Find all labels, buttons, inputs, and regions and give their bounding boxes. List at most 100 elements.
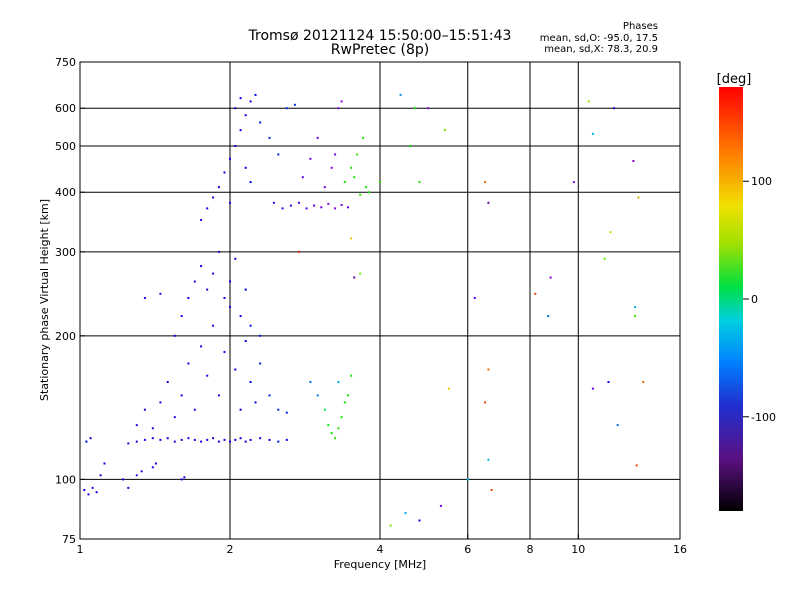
data-point bbox=[173, 416, 176, 419]
data-point bbox=[327, 202, 330, 205]
data-point bbox=[637, 196, 640, 199]
data-point bbox=[206, 374, 209, 377]
data-point bbox=[180, 478, 183, 481]
data-point bbox=[616, 424, 619, 427]
data-point bbox=[234, 145, 237, 147]
data-point bbox=[234, 368, 237, 371]
data-point bbox=[229, 305, 231, 308]
data-point bbox=[587, 100, 590, 103]
data-point bbox=[154, 462, 157, 465]
grid-lines bbox=[80, 62, 680, 539]
data-point bbox=[99, 474, 102, 477]
data-point bbox=[309, 157, 312, 160]
data-point bbox=[127, 486, 130, 489]
data-point bbox=[200, 218, 203, 221]
data-points bbox=[83, 93, 645, 527]
data-point bbox=[301, 176, 304, 179]
data-point bbox=[334, 207, 337, 210]
data-point bbox=[135, 440, 138, 443]
data-point bbox=[122, 478, 124, 481]
data-point bbox=[249, 100, 252, 103]
phases-stat-x: mean, sd,X: 78.3, 20.9 bbox=[544, 44, 658, 55]
data-point bbox=[634, 305, 637, 308]
y-tick-label: 200 bbox=[55, 330, 76, 343]
data-point bbox=[340, 204, 343, 206]
colorbar-tick-label: -100 bbox=[751, 411, 776, 424]
data-point bbox=[549, 276, 552, 279]
colorbar-label: [deg] bbox=[717, 72, 752, 87]
data-point bbox=[635, 464, 638, 467]
data-point bbox=[613, 107, 616, 110]
data-point bbox=[217, 440, 220, 443]
data-point bbox=[200, 345, 203, 348]
data-point bbox=[609, 231, 612, 234]
data-point bbox=[323, 186, 326, 189]
data-point bbox=[285, 438, 288, 441]
data-point bbox=[281, 207, 284, 210]
data-point bbox=[293, 103, 296, 106]
y-tick-label: 75 bbox=[62, 533, 76, 546]
data-point bbox=[143, 297, 146, 299]
data-point bbox=[340, 416, 343, 419]
chart-subtitle: RwPretec (8p) bbox=[330, 42, 430, 58]
data-point bbox=[285, 107, 288, 110]
data-point bbox=[353, 276, 356, 279]
data-point bbox=[234, 257, 237, 260]
data-point bbox=[534, 292, 537, 295]
data-point bbox=[418, 519, 421, 522]
data-point bbox=[484, 401, 487, 404]
data-point bbox=[223, 171, 226, 174]
data-point bbox=[268, 394, 271, 397]
data-point bbox=[334, 437, 337, 440]
data-point bbox=[343, 181, 346, 184]
x-tick-label: 6 bbox=[464, 543, 471, 556]
data-point bbox=[135, 474, 138, 477]
data-point bbox=[239, 97, 242, 100]
data-point bbox=[159, 401, 162, 404]
data-point bbox=[347, 394, 349, 397]
x-tick-label: 1 bbox=[77, 543, 84, 556]
data-point bbox=[217, 394, 220, 397]
data-point bbox=[409, 145, 412, 147]
data-point bbox=[447, 387, 450, 390]
data-point bbox=[350, 237, 353, 240]
data-point bbox=[297, 250, 300, 253]
data-point bbox=[229, 157, 231, 160]
data-point bbox=[159, 292, 162, 295]
data-point bbox=[212, 196, 215, 199]
data-point bbox=[151, 466, 154, 469]
x-tick-label: 16 bbox=[673, 543, 687, 556]
data-point bbox=[206, 288, 209, 291]
colorbar bbox=[719, 87, 743, 511]
data-point bbox=[334, 153, 337, 156]
data-point bbox=[634, 315, 637, 318]
data-point bbox=[180, 438, 183, 441]
data-point bbox=[487, 458, 490, 461]
data-point bbox=[239, 408, 242, 411]
data-point bbox=[183, 476, 186, 479]
data-point bbox=[327, 424, 330, 427]
data-point bbox=[187, 362, 190, 365]
data-point bbox=[466, 478, 469, 481]
data-point bbox=[200, 440, 203, 443]
data-point bbox=[337, 107, 340, 110]
y-tick-label: 500 bbox=[55, 140, 76, 153]
data-point bbox=[399, 93, 402, 96]
data-point bbox=[277, 440, 280, 443]
data-point bbox=[404, 512, 407, 515]
data-point bbox=[244, 288, 247, 291]
data-point bbox=[607, 381, 610, 383]
data-point bbox=[367, 191, 370, 194]
data-point bbox=[193, 408, 196, 411]
data-point bbox=[353, 176, 356, 179]
data-point bbox=[490, 489, 493, 491]
data-point bbox=[166, 437, 169, 440]
chart-title: Tromsø 20121124 15:50:00–15:51:43 bbox=[248, 28, 512, 44]
data-point bbox=[473, 297, 476, 299]
data-point bbox=[159, 438, 162, 441]
data-point bbox=[572, 181, 575, 184]
data-point bbox=[249, 438, 252, 441]
data-point bbox=[234, 438, 237, 441]
data-point bbox=[223, 351, 226, 353]
colorbar-tick-label: 0 bbox=[751, 293, 758, 306]
